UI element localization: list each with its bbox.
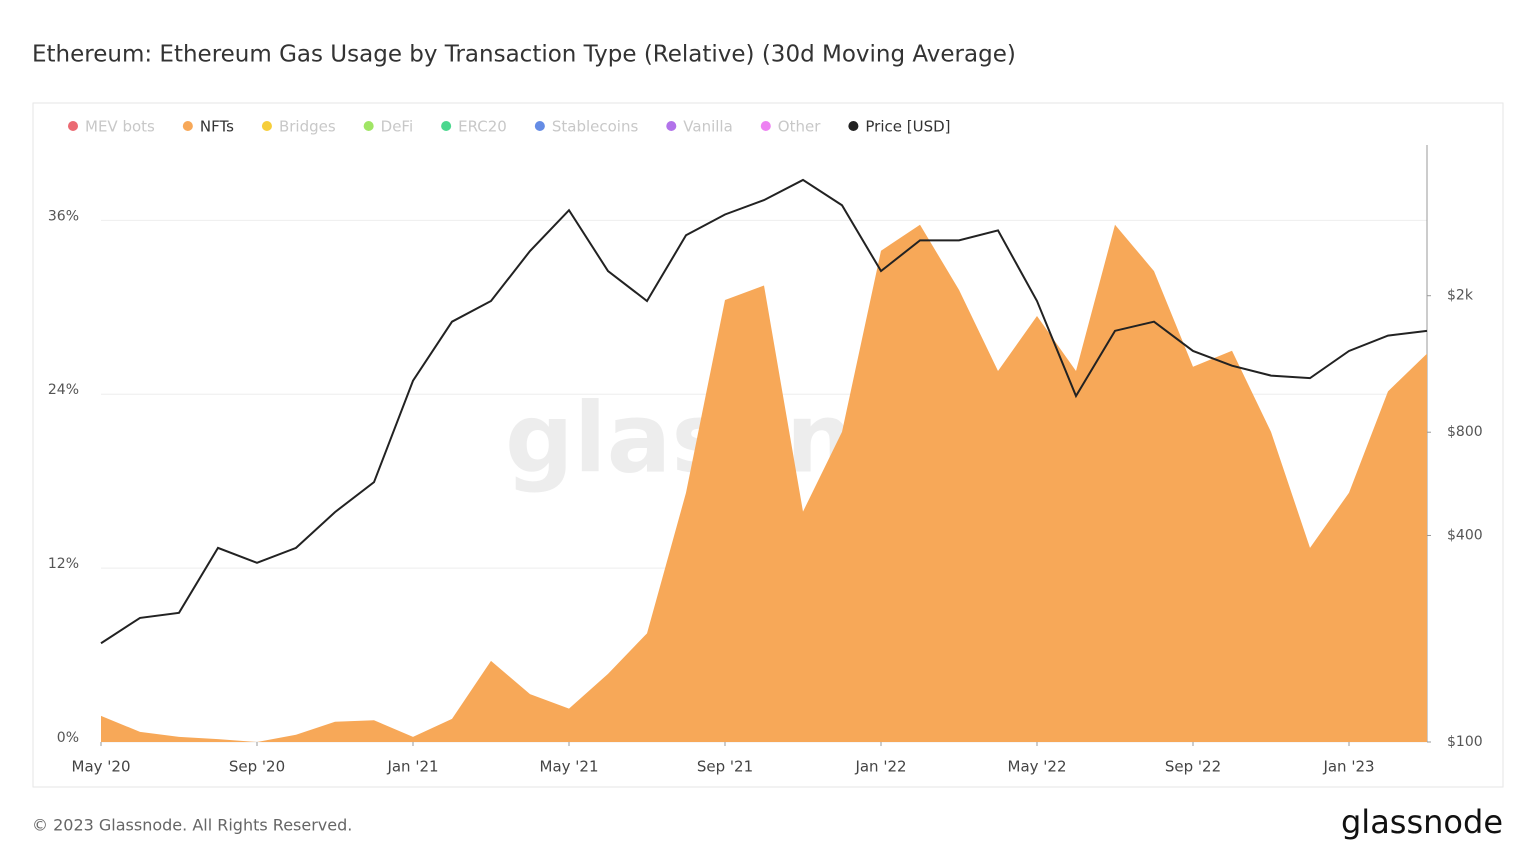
- y2-tick-label: $100: [1447, 734, 1483, 750]
- legend-dot: [666, 121, 677, 131]
- x-tick-label: May '20: [72, 758, 131, 776]
- x-tick-label: Sep '20: [229, 758, 285, 776]
- legend-label: DeFi: [381, 118, 413, 136]
- legend-dot: [760, 121, 771, 131]
- y2-tick-label: $800: [1447, 424, 1483, 440]
- legend-label: MEV bots: [85, 118, 155, 136]
- y2-tick-label: $2k: [1447, 288, 1474, 304]
- chart-frame: [32, 102, 1504, 788]
- chart-title: Ethereum: Ethereum Gas Usage by Transact…: [32, 42, 1016, 68]
- legend-label: Bridges: [279, 118, 336, 136]
- y-tick-label: 0%: [57, 730, 79, 746]
- legend-dot: [441, 121, 452, 131]
- legend-label: Other: [778, 118, 821, 136]
- legend-label: ERC20: [458, 118, 507, 136]
- x-tick-label: May '22: [1008, 758, 1067, 776]
- footer: © 2023 Glassnode. All Rights Reserved.: [32, 816, 352, 835]
- x-tick-label: Jan '22: [854, 758, 906, 776]
- x-tick-label: Sep '21: [697, 758, 753, 776]
- legend-dot: [848, 121, 859, 131]
- legend-dot: [534, 121, 545, 131]
- brand-logo: glassnode: [1341, 803, 1503, 841]
- x-tick-label: Jan '21: [386, 758, 438, 776]
- x-tick-label: Sep '22: [1165, 758, 1221, 776]
- nft-area: [101, 224, 1427, 743]
- y-tick-label: 24%: [48, 382, 79, 398]
- legend-dot: [182, 121, 193, 131]
- legend-dot: [363, 121, 374, 131]
- y-tick-label: 36%: [48, 208, 79, 224]
- legend-label: Stablecoins: [552, 118, 639, 136]
- legend-dot: [261, 121, 272, 131]
- legend-dot: [68, 121, 78, 131]
- x-tick-label: May '21: [540, 758, 599, 776]
- y-tick-label: 12%: [48, 556, 79, 572]
- legend-label: Price [USD]: [865, 118, 950, 136]
- x-tick-label: Jan '23: [1322, 758, 1374, 776]
- legend-label: Vanilla: [683, 118, 733, 136]
- legend-label: NFTs: [200, 118, 234, 136]
- price-line: [100, 178, 1428, 645]
- y2-tick-label: $400: [1447, 527, 1483, 543]
